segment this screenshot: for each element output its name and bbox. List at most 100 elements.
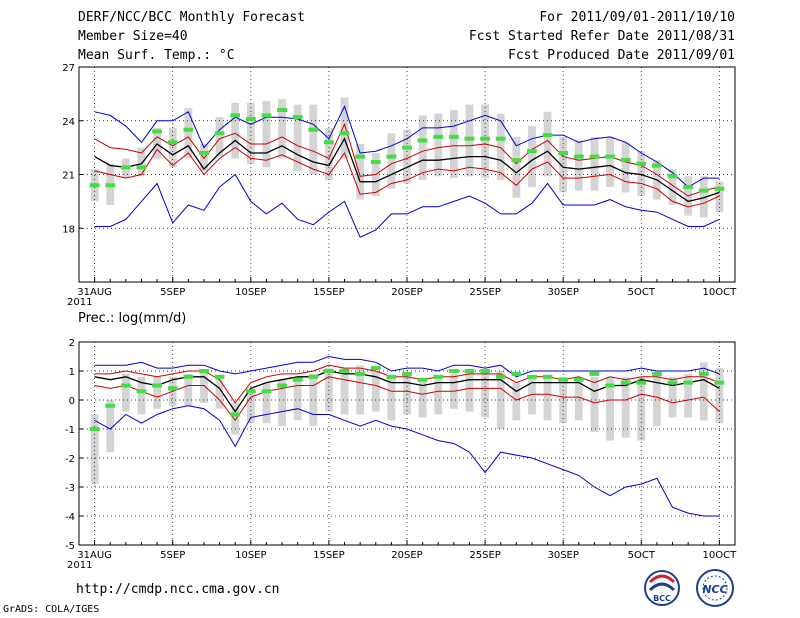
x-tick-label: 10OCT [703,287,738,298]
median-marker [433,374,444,379]
member-range-box [403,129,411,184]
x-tick-label: 20SEP [391,287,422,298]
member-range-box [200,144,208,171]
median-marker [105,403,116,408]
median-marker [558,377,569,382]
median-marker [386,154,397,159]
median-marker [402,145,412,150]
member-range-box [371,371,380,412]
median-marker [183,127,194,132]
member-range-box [434,113,443,177]
median-marker [199,151,209,155]
median-marker [589,371,600,376]
member-range-box [387,376,396,421]
series-min-line [94,173,720,238]
member-range-box [684,373,693,418]
y-tick-label: 27 [62,63,75,74]
median-marker [167,386,178,391]
member-range-box [449,110,458,179]
start-ref-date: Fcst Started Refer Date 2011/08/31 [468,29,735,44]
member-range-box [309,104,318,175]
x-tick-label: 25SEP [469,550,500,561]
member-range-box [590,136,599,191]
member-range-box [637,151,646,196]
x-tick-label: 20SEP [391,550,422,561]
median-marker [339,369,350,373]
median-marker [370,366,381,371]
median-marker [511,158,522,163]
median-marker [495,136,506,141]
series-lower-line [94,376,720,422]
member-range-box [668,169,677,205]
series-mean-line [94,137,720,203]
median-marker [105,183,116,188]
member-range-box [512,136,521,198]
series-min-line [94,405,720,517]
median-marker [370,159,381,164]
x-tick-label: 10SEP [235,287,266,298]
median-marker [339,131,350,136]
y-tick-label: 0 [69,396,75,407]
member-range-box [559,136,568,193]
y-tick-label: 2 [69,338,75,349]
median-marker [136,389,147,394]
median-marker [636,380,647,385]
member-range-box [293,104,302,171]
member-range-box [528,376,536,415]
member-range-box [606,376,614,441]
median-marker [120,165,131,170]
member-range-box [90,414,99,485]
median-marker [714,380,725,385]
member-range-box [543,376,552,421]
median-marker [698,188,709,193]
median-marker [448,369,459,373]
median-marker [120,383,131,388]
y-tick-label: -4 [65,512,75,523]
median-marker [683,185,694,190]
member-range-box [309,373,318,427]
member-range-box [215,376,224,409]
member-range-box [621,142,630,193]
median-marker [714,186,725,191]
agency-logos: BCC NCC [644,569,734,607]
member-range-box [637,376,646,441]
member-range-box [262,382,271,424]
forecast-title: DERF/NCC/BCC Monthly Forecast [78,10,305,25]
year-label: 2011 [67,297,92,308]
member-range-box [574,140,583,191]
median-marker [527,374,537,379]
x-tick-label: 5OCT [628,550,656,561]
member-range-box [653,373,661,427]
year-label: 2011 [67,560,92,571]
median-marker [652,163,662,168]
member-range-box [356,144,365,200]
x-tick-label: 31AUG [77,287,112,298]
member-range-box [137,147,146,177]
member-range-box [528,126,536,188]
x-tick-label: 15SEP [313,287,344,298]
member-range-box [621,376,630,438]
ncc-logo-icon: NCC [696,569,734,607]
y-tick-label: -1 [65,425,75,436]
member-range-box [340,368,349,415]
member-range-box [434,376,443,415]
median-marker [199,369,209,373]
member-range-box [418,379,427,418]
member-range-box [137,376,146,415]
median-marker [277,108,287,112]
member-range-box [153,127,161,159]
x-tick-label: 10SEP [235,550,266,561]
median-marker [480,136,490,141]
member-range-box [699,362,708,421]
member-range-box [715,181,724,213]
footer-url[interactable]: http://cmdp.ncc.cma.gov.cn [76,582,280,597]
median-marker [245,389,256,394]
x-tick-label: 10OCT [703,550,738,561]
median-marker [480,369,490,373]
x-tick-label: 30SEP [547,550,578,561]
median-marker [511,371,522,376]
member-range-box [246,388,255,424]
precipitation-panel: -5 -4 -3 -2 -1 0 1 2 31AUG 5SEP 10SEP 15SEP 20SEP 25S… [65,338,737,571]
median-marker [308,127,319,132]
